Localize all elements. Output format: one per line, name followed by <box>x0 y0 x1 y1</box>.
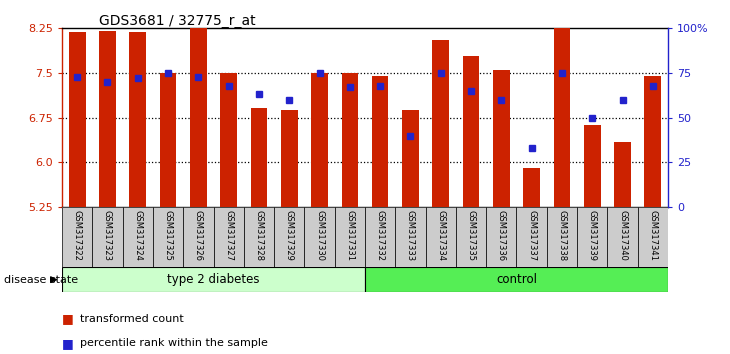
Bar <box>62 267 365 292</box>
Bar <box>584 125 601 207</box>
Text: type 2 diabetes: type 2 diabetes <box>167 273 260 286</box>
Text: GSM317331: GSM317331 <box>345 210 354 261</box>
Bar <box>372 76 388 207</box>
Text: ■: ■ <box>62 337 74 350</box>
Text: GSM317334: GSM317334 <box>437 210 445 261</box>
Text: GSM317338: GSM317338 <box>558 210 566 261</box>
FancyBboxPatch shape <box>365 207 396 267</box>
Text: GSM317323: GSM317323 <box>103 210 112 261</box>
Bar <box>281 110 298 207</box>
FancyBboxPatch shape <box>62 207 93 267</box>
FancyBboxPatch shape <box>304 207 335 267</box>
Bar <box>250 108 267 207</box>
Bar <box>190 24 207 207</box>
Text: GSM317330: GSM317330 <box>315 210 324 261</box>
FancyBboxPatch shape <box>153 207 183 267</box>
Bar <box>365 267 668 292</box>
Text: GSM317328: GSM317328 <box>255 210 264 261</box>
Text: GSM317329: GSM317329 <box>285 210 293 261</box>
Text: GSM317322: GSM317322 <box>73 210 82 261</box>
Text: GSM317326: GSM317326 <box>194 210 203 261</box>
FancyBboxPatch shape <box>486 207 517 267</box>
Text: GSM317337: GSM317337 <box>527 210 536 261</box>
FancyBboxPatch shape <box>244 207 274 267</box>
Bar <box>493 70 510 207</box>
Text: GSM317325: GSM317325 <box>164 210 172 261</box>
Text: GSM317324: GSM317324 <box>134 210 142 261</box>
Text: ■: ■ <box>62 312 74 325</box>
Text: control: control <box>496 273 537 286</box>
FancyBboxPatch shape <box>426 207 456 267</box>
Text: GSM317327: GSM317327 <box>224 210 233 261</box>
FancyBboxPatch shape <box>547 207 577 267</box>
Bar <box>311 73 328 207</box>
Text: transformed count: transformed count <box>80 314 184 324</box>
Text: GSM317332: GSM317332 <box>376 210 385 261</box>
FancyBboxPatch shape <box>517 207 547 267</box>
Bar <box>160 73 177 207</box>
FancyBboxPatch shape <box>274 207 304 267</box>
Text: GSM317333: GSM317333 <box>406 210 415 261</box>
Text: disease state: disease state <box>4 275 78 285</box>
Bar <box>553 25 570 207</box>
Text: GSM317339: GSM317339 <box>588 210 596 261</box>
Bar <box>342 73 358 207</box>
Bar <box>432 40 449 207</box>
Text: GSM317335: GSM317335 <box>466 210 475 261</box>
FancyBboxPatch shape <box>214 207 244 267</box>
Text: percentile rank within the sample: percentile rank within the sample <box>80 338 268 348</box>
FancyBboxPatch shape <box>638 207 668 267</box>
Bar <box>523 169 540 207</box>
Text: GSM317341: GSM317341 <box>648 210 657 261</box>
Text: GSM317340: GSM317340 <box>618 210 627 261</box>
FancyBboxPatch shape <box>123 207 153 267</box>
Bar <box>129 33 146 207</box>
Text: GSM317336: GSM317336 <box>497 210 506 261</box>
Text: GDS3681 / 32775_r_at: GDS3681 / 32775_r_at <box>99 14 256 28</box>
FancyBboxPatch shape <box>93 207 123 267</box>
Bar <box>402 110 419 207</box>
Bar <box>614 142 631 207</box>
Bar <box>99 31 116 207</box>
FancyBboxPatch shape <box>577 207 607 267</box>
FancyBboxPatch shape <box>456 207 486 267</box>
Bar <box>463 56 480 207</box>
Bar <box>220 73 237 207</box>
FancyBboxPatch shape <box>396 207 426 267</box>
Bar <box>645 76 661 207</box>
FancyBboxPatch shape <box>335 207 365 267</box>
FancyBboxPatch shape <box>607 207 638 267</box>
FancyBboxPatch shape <box>183 207 214 267</box>
Bar <box>69 33 85 207</box>
